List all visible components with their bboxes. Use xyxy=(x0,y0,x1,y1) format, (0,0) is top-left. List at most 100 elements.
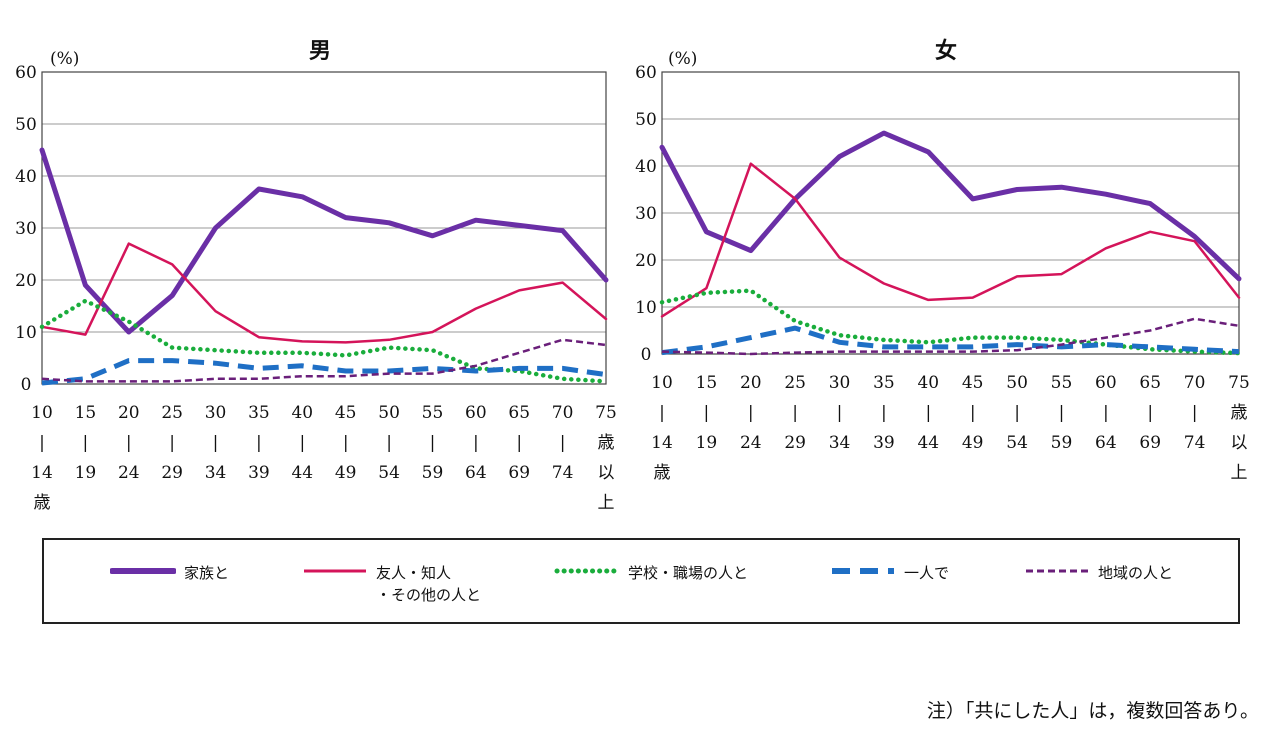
female-x-tick-label: 20 xyxy=(740,373,762,393)
female-y-tick-label: 20 xyxy=(635,251,657,271)
female-x-tick-label: | xyxy=(792,403,798,423)
male-y-tick-label: 40 xyxy=(15,167,37,187)
female-x-tick-label: 15 xyxy=(696,373,718,393)
male-x-tick-label: 50 xyxy=(378,403,400,423)
male-x-tick-label: 24 xyxy=(118,463,140,483)
male-y-axis-unit: (%) xyxy=(50,49,79,69)
male-x-tick-label: | xyxy=(386,433,392,453)
female-x-tick-label: 59 xyxy=(1051,433,1073,453)
legend-swatch-friends xyxy=(304,569,366,573)
female-x-tick-label: | xyxy=(837,403,843,423)
charts-area: 0 10 20 30 40 50 60 男 (%) 10 | 14 歳 15 | 19 20 | 24 25 | 29 30… xyxy=(15,38,1250,513)
male-x-tick-label: 34 xyxy=(205,463,227,483)
legend-swatch-alone xyxy=(832,568,894,574)
male-x-tick-label: 30 xyxy=(205,403,227,423)
female-x-tick-label: 24 xyxy=(740,433,762,453)
male-series-line-5 xyxy=(41,338,607,383)
female-x-tick-label: 34 xyxy=(829,433,851,453)
male-series-line-2 xyxy=(40,242,608,344)
female-x-tick-label: | xyxy=(925,403,931,423)
male-x-tick-label: 15 xyxy=(75,403,97,423)
male-x-tick-label: 14 xyxy=(31,463,53,483)
male-x-tick-label: | xyxy=(343,433,349,453)
male-x-tick-label: | xyxy=(169,433,175,453)
female-x-tick-label: 70 xyxy=(1184,373,1206,393)
male-y-tick-label: 10 xyxy=(15,323,37,343)
female-x-tick-label: 14 xyxy=(651,433,673,453)
female-y-tick-label: 40 xyxy=(635,157,657,177)
male-x-tick-label: 59 xyxy=(422,463,444,483)
female-x-tick-label: 60 xyxy=(1095,373,1117,393)
female-x-tick-label: 54 xyxy=(1006,433,1028,453)
male-plot-frame xyxy=(41,71,607,385)
male-x-tick-label: 25 xyxy=(161,403,183,423)
legend-item-friends: 友人・知人 ・その他の人と xyxy=(302,562,481,606)
male-x-tick-label: 35 xyxy=(248,403,270,423)
male-x-tick-label: | xyxy=(213,433,219,453)
female-y-tick-label: 30 xyxy=(635,204,657,224)
male-x-tick-label: 54 xyxy=(378,463,400,483)
male-x-tick-label: 上 xyxy=(598,493,615,513)
legend-swatch-family xyxy=(110,568,176,574)
female-x-tick-label: | xyxy=(1103,403,1109,423)
female-x-tick-label: | xyxy=(659,403,665,423)
female-x-tick-label: 50 xyxy=(1006,373,1028,393)
female-x-tick-label: 10 xyxy=(651,373,673,393)
male-x-tick-label: 74 xyxy=(552,463,574,483)
male-x-tick-label: 以 xyxy=(598,463,615,483)
male-x-tick-label: 69 xyxy=(508,463,530,483)
male-series-line-4 xyxy=(41,358,607,386)
female-x-tick-label: 歳 xyxy=(654,463,671,483)
female-chart-title: 女 xyxy=(935,38,957,64)
male-x-tick-label: 20 xyxy=(118,403,140,423)
legend-item-family: 家族と xyxy=(110,562,229,584)
male-x-tick-label: 64 xyxy=(465,463,487,483)
male-x-tick-label: 44 xyxy=(291,463,313,483)
female-x-tick-label: 30 xyxy=(829,373,851,393)
male-x-tick-label: | xyxy=(126,433,132,453)
male-series-line-1 xyxy=(39,147,609,335)
legend-label-family: 家族と xyxy=(184,564,230,582)
female-x-tick-label: 44 xyxy=(917,433,939,453)
female-x-tick-label: 40 xyxy=(917,373,939,393)
female-series-line-3 xyxy=(659,288,1242,356)
legend-label-friends: 友人・知人 ・その他の人と xyxy=(376,564,482,604)
female-series-line-2 xyxy=(660,162,1241,318)
female-y-tick-label: 60 xyxy=(635,63,657,83)
male-x-tick-label: | xyxy=(473,433,479,453)
male-x-tick-label: 40 xyxy=(291,403,313,423)
legend-swatch-community xyxy=(1026,569,1088,573)
male-chart-title: 男 xyxy=(309,38,331,64)
female-x-tick-label: | xyxy=(1147,403,1153,423)
male-x-tick-label: 70 xyxy=(552,403,574,423)
female-x-tick-label: 歳 xyxy=(1231,403,1248,423)
legend-label-community: 地域の人と xyxy=(1098,564,1174,582)
female-x-tick-label: 49 xyxy=(962,433,984,453)
female-x-tick-label: 74 xyxy=(1184,433,1206,453)
female-x-tick-label: | xyxy=(1059,403,1065,423)
female-x-tick-label: | xyxy=(704,403,710,423)
female-x-tick-label: 25 xyxy=(784,373,806,393)
female-x-tick-label: | xyxy=(970,403,976,423)
male-x-tick-label: 29 xyxy=(161,463,183,483)
female-x-tick-label: | xyxy=(1014,403,1020,423)
male-x-tick-label: | xyxy=(39,433,45,453)
male-x-tick-label: 65 xyxy=(508,403,530,423)
female-series-line-4 xyxy=(661,325,1240,356)
female-x-tick-label: | xyxy=(1192,403,1198,423)
male-series-line-3 xyxy=(39,298,609,384)
male-x-tick-label: 19 xyxy=(75,463,97,483)
female-y-tick-label: 0 xyxy=(641,345,652,365)
male-y-tick-label: 20 xyxy=(15,271,37,291)
male-x-tick-label: | xyxy=(256,433,262,453)
male-x-tick-label: | xyxy=(516,433,522,453)
female-x-tick-label: 65 xyxy=(1139,373,1161,393)
male-x-tick-label: | xyxy=(560,433,566,453)
legend-label-school-work: 学校・職場の人と xyxy=(628,564,749,582)
legend-item-school-work: 学校・職場の人と xyxy=(554,562,748,584)
male-y-tick-label: 0 xyxy=(21,375,32,395)
male-x-tick-label: | xyxy=(299,433,305,453)
female-x-tick-label: 以 xyxy=(1231,433,1248,453)
male-x-tick-label: | xyxy=(430,433,436,453)
female-x-tick-label: 45 xyxy=(962,373,984,393)
